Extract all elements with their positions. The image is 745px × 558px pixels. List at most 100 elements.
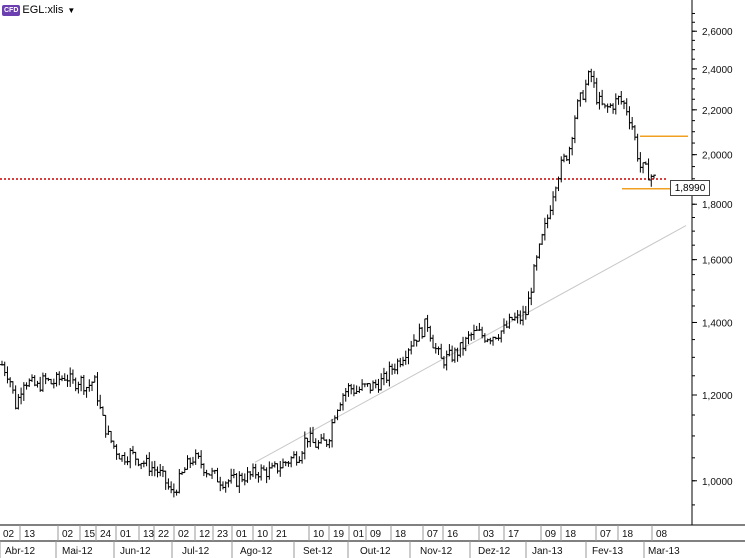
price-tick-label: 1,4000 <box>702 318 733 329</box>
price-bar <box>210 467 215 479</box>
price-bar <box>81 374 86 395</box>
price-bar <box>384 371 389 384</box>
price-bar <box>196 452 201 459</box>
price-bar <box>540 233 545 245</box>
price-bar <box>201 463 206 477</box>
price-bar <box>570 136 575 156</box>
day-tick-label: 08 <box>656 529 668 540</box>
price-bar <box>515 310 520 324</box>
price-bar <box>439 343 444 359</box>
month-tick-label: Ago-12 <box>240 546 273 557</box>
price-bar <box>444 350 449 371</box>
price-bar <box>461 336 466 356</box>
price-bar <box>280 458 285 469</box>
price-bar <box>548 205 553 220</box>
symbol-selector[interactable]: CFD EGL:xlis ▼ <box>2 3 75 17</box>
price-bar <box>220 481 225 490</box>
price-bar <box>152 460 157 477</box>
price-bar <box>463 336 468 352</box>
price-bar <box>428 325 433 342</box>
price-tick-label: 2,6000 <box>702 27 733 38</box>
month-tick-label: Fev-13 <box>592 546 624 557</box>
price-bar <box>491 336 496 346</box>
price-bar <box>425 314 430 332</box>
price-bar <box>561 153 566 163</box>
price-tick-label: 1,8000 <box>702 200 733 211</box>
day-tick-label: 13 <box>24 529 36 540</box>
month-tick-label: Jul-12 <box>182 546 210 557</box>
month-tick-label: Abr-12 <box>5 546 35 557</box>
month-tick-label: Jan-13 <box>532 546 563 557</box>
day-tick-label: 09 <box>370 529 382 540</box>
symbol-label: EGL:xlis <box>22 4 64 16</box>
price-bar <box>182 467 187 474</box>
price-bar <box>169 481 174 494</box>
price-bar <box>431 334 436 349</box>
day-tick-label: 23 <box>217 529 229 540</box>
price-bar <box>122 452 127 465</box>
last-price-label: 1,8990 <box>670 180 710 196</box>
price-tick-label: 1,6000 <box>702 256 733 267</box>
price-bar <box>13 385 18 410</box>
chart-frame <box>0 0 745 542</box>
price-bar <box>264 467 269 484</box>
price-bar <box>90 381 95 392</box>
price-bar <box>581 89 586 101</box>
day-tick-label: 10 <box>257 529 269 540</box>
price-bar <box>57 371 62 386</box>
price-bar <box>190 456 195 466</box>
price-bar <box>553 186 558 202</box>
day-tick-label: 03 <box>483 529 495 540</box>
price-bar <box>376 378 381 393</box>
price-bar <box>297 456 302 464</box>
price-bar <box>371 380 376 391</box>
price-bar <box>256 471 261 483</box>
price-bar <box>406 348 411 365</box>
price-bar <box>632 125 637 141</box>
price-bar <box>100 406 105 416</box>
price-bar <box>234 473 239 488</box>
price-bar <box>471 324 476 340</box>
dropdown-caret-icon[interactable]: ▼ <box>67 5 76 15</box>
price-bar <box>542 217 547 241</box>
price-bar <box>117 453 122 460</box>
price-bar <box>605 103 610 113</box>
price-bar <box>330 418 335 448</box>
price-bar <box>242 473 247 486</box>
price-bar <box>38 376 43 392</box>
price-bar <box>321 433 326 441</box>
price-bar <box>529 287 534 306</box>
price-bar <box>245 467 250 483</box>
price-bar <box>496 334 501 341</box>
price-bar <box>635 133 640 162</box>
price-bar <box>600 89 605 106</box>
day-tick-label: 17 <box>508 529 520 540</box>
day-tick-label: 13 <box>143 529 155 540</box>
price-bar <box>621 100 626 110</box>
price-bar <box>589 68 594 83</box>
price-bar <box>308 427 313 447</box>
price-tick-label: 2,0000 <box>702 151 733 162</box>
price-bar <box>343 388 348 402</box>
price-bar <box>351 384 356 397</box>
price-bar <box>237 471 242 494</box>
price-bar <box>381 367 386 386</box>
date-axis: 02 13 02 15 24 01 13 22 02 12 23 01 10 21 10 19 01 09 18 07… <box>0 525 680 558</box>
day-tick-label: 07 <box>600 529 612 540</box>
price-bar <box>35 380 40 388</box>
price-bar <box>10 381 15 394</box>
price-bar <box>652 174 656 179</box>
price-bar <box>597 91 602 110</box>
price-bar <box>2 361 7 377</box>
price-bar <box>613 93 618 115</box>
price-bar <box>567 146 572 164</box>
price-bar <box>531 264 536 293</box>
price-bar <box>338 402 343 412</box>
price-bar <box>193 449 198 465</box>
price-bar <box>354 385 359 394</box>
day-tick-label: 07 <box>427 529 439 540</box>
day-tick-label: 01 <box>353 529 365 540</box>
price-bar <box>163 470 168 490</box>
month-tick-label: Nov-12 <box>420 546 453 557</box>
day-tick-label: 18 <box>622 529 634 540</box>
